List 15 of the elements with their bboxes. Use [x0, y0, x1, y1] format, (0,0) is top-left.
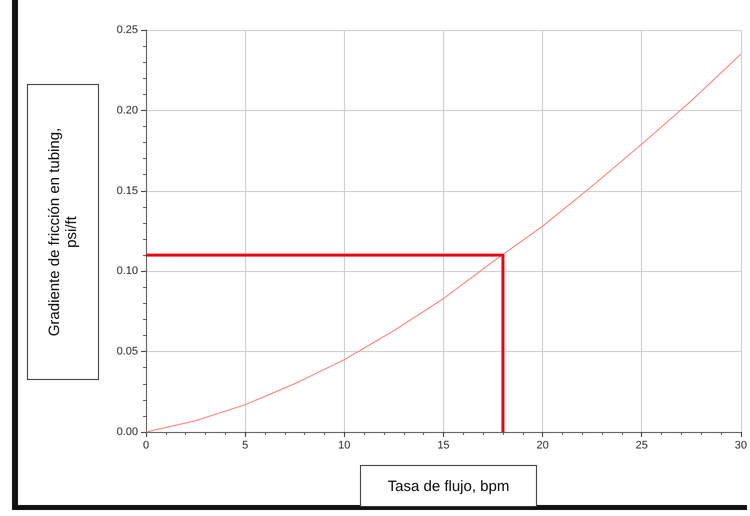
- x-tick-label: 0: [142, 440, 150, 452]
- y-tick-label: 0.10: [116, 265, 138, 278]
- y-tick-label: 0.25: [116, 24, 138, 36]
- x-tick-label: 30: [734, 440, 748, 452]
- x-tick-label: 15: [437, 440, 450, 452]
- x-axis-title: Tasa de flujo, bpm: [388, 478, 510, 494]
- x-tick-label: 10: [338, 440, 350, 452]
- y-tick-label: 0.00: [116, 426, 138, 438]
- x-tick-label: 5: [242, 440, 248, 452]
- y-axis-title: Gradiente de fricción en tubing, psi/ft: [46, 126, 80, 338]
- y-tick-label: 0.20: [116, 104, 138, 116]
- x-tick-label: 20: [536, 440, 549, 452]
- y-tick-label: 0.15: [116, 184, 138, 197]
- x-tick-label: 25: [636, 440, 648, 452]
- y-tick-label: 0.05: [116, 346, 138, 358]
